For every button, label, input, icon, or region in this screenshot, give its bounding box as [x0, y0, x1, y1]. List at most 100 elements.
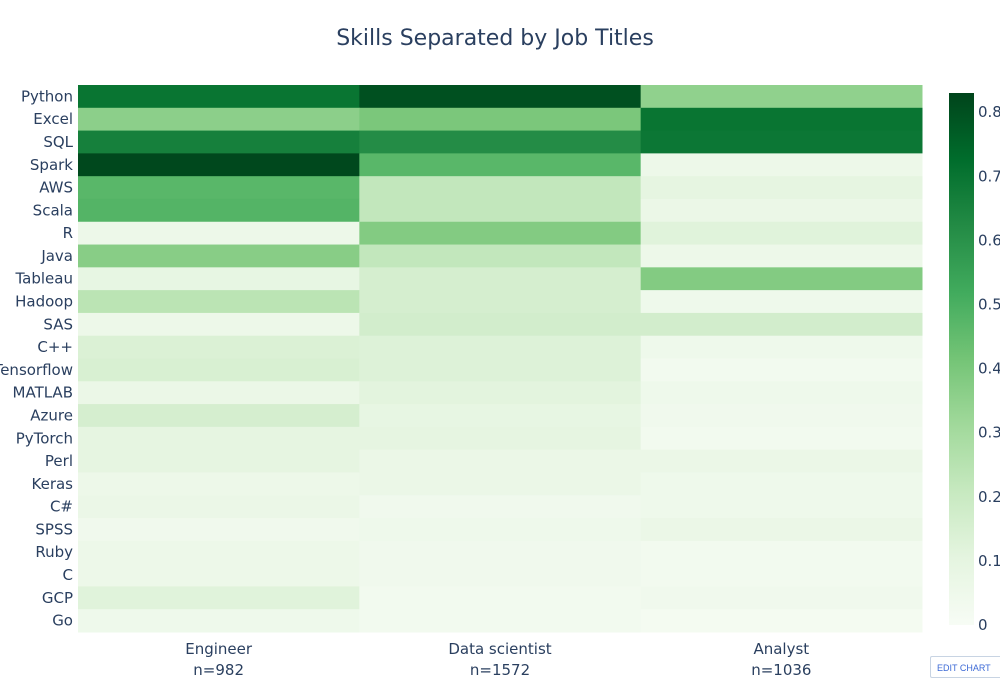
colorbar-tick-label: 0.4 [978, 360, 1000, 378]
heatmap-cell [78, 404, 360, 428]
y-tick-label: PyTorch [16, 429, 73, 447]
heatmap-cell [359, 335, 642, 359]
heatmap-cell [78, 107, 360, 132]
heatmap-cell [78, 130, 360, 154]
heatmap-cell [640, 85, 923, 109]
heatmap-cell [359, 267, 642, 291]
heatmap-cell [359, 426, 642, 451]
heatmap-cell [640, 176, 923, 200]
y-tick-label: Hadoop [15, 293, 73, 311]
heatmap-cell [640, 153, 923, 177]
heatmap-cell [640, 472, 923, 496]
heatmap-cell [359, 221, 642, 246]
colorbar-tick-label: 0 [978, 616, 988, 634]
y-tick-label: Tensorflow [0, 361, 73, 379]
x-tick-sublabel: n=982 [193, 661, 244, 679]
heatmap-cell [640, 449, 923, 473]
colorbar-tick-label: 0.5 [978, 296, 1000, 314]
heatmap-cell [78, 85, 360, 109]
heatmap-cell [78, 518, 360, 542]
heatmap-cell [359, 586, 642, 610]
heatmap-cell [78, 312, 360, 337]
heatmap-cell [78, 267, 360, 291]
heatmap-cell [78, 563, 360, 587]
heatmap-cells [78, 85, 923, 633]
heatmap-cell [640, 426, 923, 451]
heatmap-cell [640, 198, 923, 223]
heatmap-cell [359, 404, 642, 428]
x-axis-labels: Engineer n=982 Data scientist n=1572 Analyst… [185, 640, 811, 679]
y-tick-label: SPSS [35, 520, 73, 538]
heatmap-cell [640, 130, 923, 154]
y-tick-label: SQL [43, 133, 73, 151]
heatmap-cell [640, 290, 923, 314]
heatmap-cell [640, 358, 923, 382]
heatmap-cell [359, 518, 642, 542]
colorbar-gradient [949, 93, 974, 625]
heatmap-cell [640, 563, 923, 587]
heatmap-cell [359, 609, 642, 633]
heatmap-cell [359, 107, 642, 132]
heatmap-cell [359, 563, 642, 587]
heatmap-cell [78, 472, 360, 496]
heatmap-cell [78, 495, 360, 519]
y-tick-label: Azure [30, 406, 73, 424]
y-tick-label: SAS [43, 315, 73, 333]
y-tick-label: Excel [33, 110, 73, 128]
heatmap-cell [359, 290, 642, 314]
heatmap-cell [78, 426, 360, 451]
colorbar-tick-label: 0.7 [978, 167, 1000, 185]
x-tick-label: Engineer [185, 640, 253, 658]
edit-chart-button[interactable]: EDIT CHART [930, 656, 1000, 678]
y-axis-labels: Python Excel SQL Spark AWS Scala R Java Tableau H… [0, 87, 74, 629]
heatmap-cell [78, 290, 360, 314]
y-tick-label: R [63, 224, 73, 242]
y-tick-label: C [63, 566, 73, 584]
heatmap-cell [78, 198, 360, 223]
heatmap-cell [78, 244, 360, 268]
y-tick-label: Perl [45, 452, 73, 470]
heatmap-cell [640, 335, 923, 359]
y-tick-label: C# [50, 498, 73, 516]
heatmap-cell [640, 540, 923, 565]
heatmap-cell [359, 472, 642, 496]
y-tick-label: Go [52, 612, 73, 630]
y-tick-label: Scala [33, 201, 73, 219]
y-tick-label: Ruby [35, 543, 73, 561]
y-tick-label: AWS [39, 179, 73, 197]
heatmap-cell [359, 176, 642, 200]
heatmap-cell [78, 176, 360, 200]
heatmap-cell [78, 449, 360, 473]
y-tick-label: Tableau [15, 270, 74, 288]
heatmap-cell [359, 540, 642, 565]
y-tick-label: Keras [32, 475, 74, 493]
colorbar: 0 0.1 0.2 0.3 0.4 0.5 0.6 0.7 0.8 [949, 93, 1000, 634]
heatmap-cell [640, 381, 923, 405]
heatmap-cell [359, 198, 642, 223]
heatmap-cell [640, 267, 923, 291]
y-tick-label: C++ [37, 338, 73, 356]
y-tick-label: Python [21, 87, 73, 105]
heatmap-cell [78, 358, 360, 382]
heatmap-cell [640, 518, 923, 542]
heatmap-cell [359, 244, 642, 268]
heatmap-cell [640, 244, 923, 268]
heatmap-cell [78, 609, 360, 633]
colorbar-tick-label: 0.2 [978, 488, 1000, 506]
colorbar-tick-label: 0.3 [978, 424, 1000, 442]
colorbar-tick-label: 0.8 [978, 103, 1000, 121]
heatmap-cell [359, 449, 642, 473]
y-tick-label: Java [40, 247, 73, 265]
heatmap-cell [78, 153, 360, 177]
x-tick-label: Data scientist [448, 640, 551, 658]
heatmap-cell [359, 358, 642, 382]
heatmap-cell [359, 381, 642, 405]
x-tick-sublabel: n=1036 [751, 661, 811, 679]
heatmap-cell [640, 404, 923, 428]
heatmap-cell [78, 381, 360, 405]
y-tick-label: MATLAB [13, 384, 73, 402]
y-tick-label: Spark [30, 156, 73, 174]
heatmap-cell [78, 540, 360, 565]
heatmap-cell [78, 586, 360, 610]
